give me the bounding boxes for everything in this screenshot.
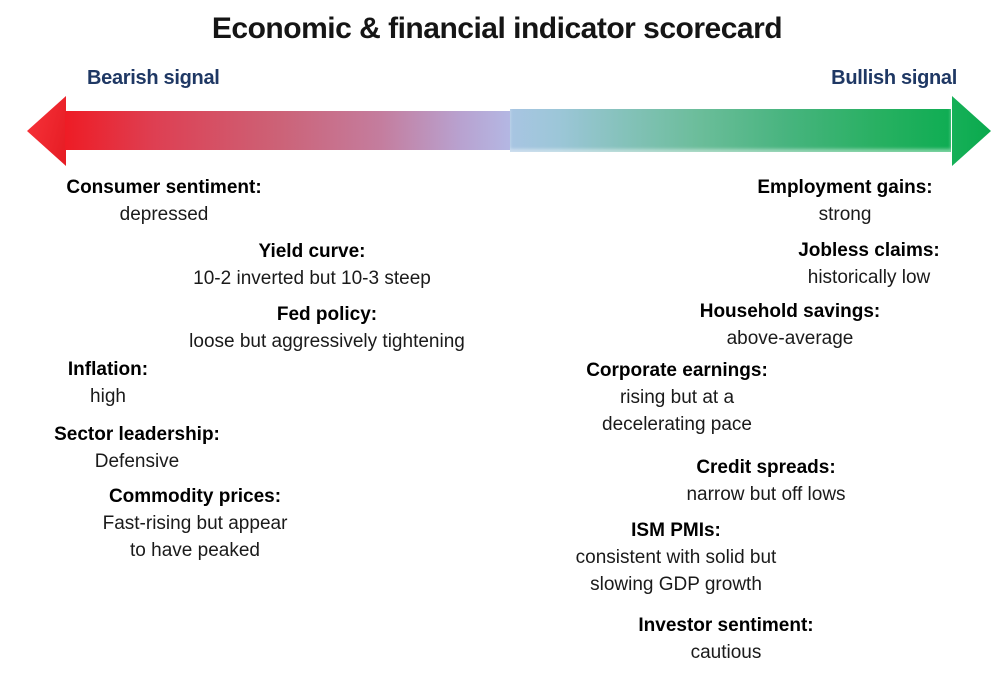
indicator-status-line: slowing GDP growth — [590, 574, 762, 595]
indicator-label: Commodity prices: — [108, 486, 282, 507]
indicator-jobless-claims: Jobless claims: historically low — [798, 237, 940, 291]
indicator-label: Jobless claims: — [798, 240, 940, 261]
indicator-label: Credit spreads: — [696, 457, 836, 478]
indicator-status-line: depressed — [119, 204, 209, 225]
right-arrowhead-icon — [952, 96, 991, 166]
bearish-signal-label: Bearish signal — [87, 67, 220, 89]
indicator-consumer-sentiment: Consumer sentiment: depressed — [66, 174, 261, 228]
indicator-label: Employment gains: — [757, 177, 933, 198]
indicator-status-line: to have peaked — [130, 540, 260, 561]
indicator-corporate-earnings: Corporate earnings: rising but at a decele… — [586, 357, 768, 438]
indicator-status-line: decelerating pace — [602, 414, 752, 435]
arrow-shaft-bullish-half — [510, 109, 951, 152]
indicator-employment-gains: Employment gains: strong — [757, 174, 932, 228]
indicator-status-line: narrow but off lows — [686, 484, 846, 505]
indicator-status-line: Fast-rising but appear — [102, 513, 288, 534]
indicator-status-line: consistent with solid but — [575, 547, 777, 568]
indicator-status-line: strong — [818, 204, 872, 225]
indicator-label: ISM PMIs: — [631, 520, 721, 541]
indicator-inflation: Inflation: high — [68, 356, 148, 410]
page-title: Economic & financial indicator scorecard — [211, 12, 783, 45]
indicator-label: Consumer sentiment: — [66, 177, 262, 198]
indicator-investor-sentiment: Investor sentiment: cautious — [638, 612, 813, 666]
indicator-status-line: cautious — [690, 642, 762, 663]
indicator-label: Corporate earnings: — [586, 360, 768, 381]
left-arrowhead-icon — [27, 96, 66, 166]
indicator-sector-leadership: Sector leadership: Defensive — [54, 421, 220, 475]
indicator-fed-policy: Fed policy: loose but aggressively tighte… — [189, 301, 465, 355]
indicator-status-line: 10-2 inverted but 10-3 steep — [193, 268, 431, 289]
indicator-credit-spreads: Credit spreads: narrow but off lows — [686, 454, 845, 508]
arrow-shaft-bearish-half — [65, 111, 510, 150]
indicator-household-savings: Household savings: above-average — [700, 298, 881, 352]
indicator-label: Inflation: — [67, 359, 149, 380]
indicator-status-line: high — [90, 386, 126, 407]
indicator-status-line: Defensive — [94, 451, 180, 472]
indicator-status-line: loose but aggressively tightening — [189, 331, 465, 352]
indicator-status-line: above-average — [726, 328, 854, 349]
bearish-bullish-spectrum-arrow — [27, 96, 991, 166]
indicator-ism-pmis: ISM PMIs: consistent with solid but slowin… — [576, 517, 777, 598]
bullish-signal-label: Bullish signal — [831, 67, 957, 89]
indicator-commodity-prices: Commodity prices: Fast-rising but appear t… — [103, 483, 288, 564]
indicator-status-line: historically low — [807, 267, 931, 288]
indicator-yield-curve: Yield curve: 10-2 inverted but 10-3 steep — [193, 238, 431, 292]
indicator-label: Household savings: — [699, 301, 881, 322]
indicator-label: Fed policy: — [276, 304, 378, 325]
indicator-label: Yield curve: — [258, 241, 366, 262]
indicator-label: Sector leadership: — [54, 424, 220, 445]
indicator-label: Investor sentiment: — [638, 615, 814, 636]
indicator-status-line: rising but at a — [619, 387, 735, 408]
